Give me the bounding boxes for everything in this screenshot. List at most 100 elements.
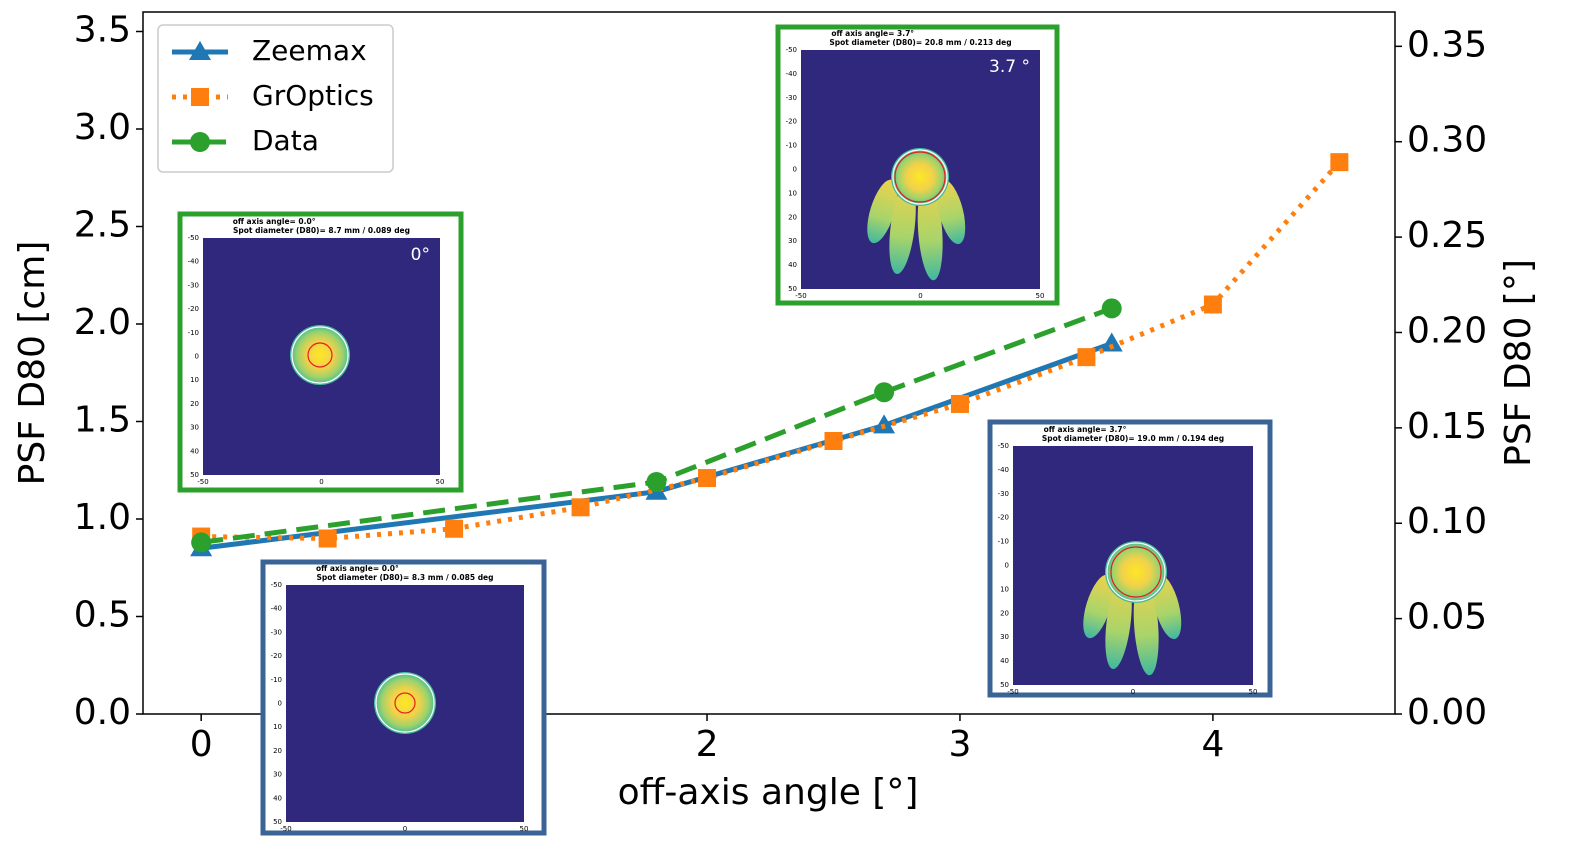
inset-y-tick-label: 50 <box>788 285 797 293</box>
inset-x-tick-label: -50 <box>197 478 208 486</box>
inset-y-tick-label: -20 <box>786 118 797 126</box>
marker <box>1204 296 1222 314</box>
inset-y-tick-label: -50 <box>998 442 1009 450</box>
inset-title: off axis angle= 0.0° <box>233 217 316 226</box>
inset-y-tick-label: -20 <box>271 652 282 660</box>
inset-y-tick-label: 10 <box>273 723 282 731</box>
inset-y-tick-label: 40 <box>788 261 797 269</box>
inset-y-tick-label: 40 <box>190 447 199 455</box>
inset-x-tick-label: 0 <box>1131 688 1135 696</box>
inset-title: off axis angle= 3.7° <box>831 29 914 38</box>
inset-y-tick-label: -10 <box>786 142 797 150</box>
y2-tick-label: 0.15 <box>1407 406 1487 447</box>
inset-y-tick-label: 50 <box>1000 681 1009 689</box>
marker <box>190 132 210 152</box>
y-tick-label: 3.5 <box>74 10 131 51</box>
x-axis-label: off-axis angle [°] <box>618 772 919 813</box>
inset-x-tick-label: 50 <box>1249 688 1258 696</box>
inset-subtitle: Spot diameter (D80)= 8.3 mm / 0.085 deg <box>316 573 493 582</box>
inset-y-tick-label: 20 <box>190 400 199 408</box>
inset-subtitle: Spot diameter (D80)= 20.8 mm / 0.213 deg <box>829 38 1011 47</box>
inset-y-tick-label: 20 <box>1000 609 1009 617</box>
inset-y-tick-label: 0 <box>278 700 282 708</box>
inset-y-tick-label: -30 <box>271 628 282 636</box>
y2-tick-label: 0.25 <box>1407 215 1487 256</box>
inset-label: 3.7 ° <box>989 57 1030 77</box>
inset-y-tick-label: -30 <box>786 94 797 102</box>
inset-x-tick-label: -50 <box>280 825 291 833</box>
inset-y-tick-label: 40 <box>273 794 282 802</box>
marker <box>572 498 590 516</box>
inset-x-tick-label: 0 <box>918 292 922 300</box>
inset-x-tick-label: 0 <box>403 825 407 833</box>
inset-subtitle: Spot diameter (D80)= 19.0 mm / 0.194 deg <box>1042 434 1224 443</box>
inset-x-tick-label: 50 <box>436 478 445 486</box>
inset-y-tick-label: 10 <box>1000 585 1009 593</box>
inset-y-tick-label: 20 <box>788 213 797 221</box>
spot <box>891 148 949 206</box>
marker <box>1330 153 1348 171</box>
inset-y-tick-label: 50 <box>190 471 199 479</box>
y-tick-label: 3.0 <box>74 107 131 148</box>
inset-y-tick-label: 30 <box>273 771 282 779</box>
inset-y-tick-label: 0 <box>1005 562 1009 570</box>
inset-label: 0° <box>411 245 430 265</box>
y-tick-label: 0.5 <box>74 595 131 636</box>
inset: off axis angle= 0.0°Spot diameter (D80)=… <box>180 214 461 490</box>
inset-y-tick-label: -30 <box>188 281 199 289</box>
legend-label: Data <box>252 124 319 157</box>
marker <box>1102 298 1122 318</box>
marker <box>824 432 842 450</box>
inset-y-tick-label: -30 <box>998 490 1009 498</box>
y-tick-label: 2.5 <box>74 205 131 246</box>
y-tick-label: 1.0 <box>74 497 131 538</box>
inset-y-tick-label: -20 <box>998 514 1009 522</box>
y2-axis-label: PSF D80 [°] <box>1498 259 1539 467</box>
inset-y-tick-label: -50 <box>188 234 199 242</box>
marker <box>1077 348 1095 366</box>
inset-x-tick-label: 0 <box>319 478 323 486</box>
inset-y-tick-label: 30 <box>1000 633 1009 641</box>
marker <box>191 88 209 106</box>
inset-y-tick-label: 20 <box>273 747 282 755</box>
y-tick-label: 0.0 <box>74 692 131 733</box>
x-tick-label: 2 <box>696 724 719 765</box>
y2-tick-label: 0.30 <box>1407 120 1487 161</box>
y2-tick-label: 0.35 <box>1407 24 1487 65</box>
x-tick-label: 4 <box>1201 724 1224 765</box>
spot <box>374 672 436 734</box>
inset-y-tick-label: -50 <box>786 46 797 54</box>
inset-y-tick-label: 30 <box>788 237 797 245</box>
inset-y-tick-label: 50 <box>273 818 282 826</box>
x-tick-label: 3 <box>949 724 972 765</box>
marker <box>646 472 666 492</box>
y-tick-label: 2.0 <box>74 302 131 343</box>
inset-y-tick-label: -20 <box>188 305 199 313</box>
inset: off axis angle= 3.7°Spot diameter (D80)=… <box>778 27 1057 303</box>
inset-y-tick-label: 10 <box>190 376 199 384</box>
inset-y-tick-label: 10 <box>788 189 797 197</box>
inset-y-tick-label: -40 <box>998 466 1009 474</box>
inset-x-tick-label: 50 <box>520 825 529 833</box>
inset-y-tick-label: -40 <box>786 70 797 78</box>
marker <box>191 532 211 552</box>
inset-subtitle: Spot diameter (D80)= 8.7 mm / 0.089 deg <box>233 226 410 235</box>
inset-y-tick-label: -10 <box>998 538 1009 546</box>
chart: off-axis angle [°] PSF D80 [cm] PSF D80 … <box>0 0 1593 849</box>
inset-y-tick-label: -50 <box>271 581 282 589</box>
inset-y-tick-label: -10 <box>271 676 282 684</box>
inset-y-tick-label: 40 <box>1000 657 1009 665</box>
legend-label: Zeemax <box>252 34 367 67</box>
y-tick-label: 1.5 <box>74 400 131 441</box>
inset-x-tick-label: -50 <box>1007 688 1018 696</box>
inset-y-tick-label: 30 <box>190 424 199 432</box>
inset-x-tick-label: -50 <box>795 292 806 300</box>
y2-tick-label: 0.00 <box>1407 692 1487 733</box>
page: off-axis angle [°] PSF D80 [cm] PSF D80 … <box>0 0 1593 849</box>
x-tick-label: 0 <box>190 724 213 765</box>
inset-y-tick-label: -10 <box>188 329 199 337</box>
marker <box>698 469 716 487</box>
marker <box>874 382 894 402</box>
inset: off axis angle= 3.7°Spot diameter (D80)=… <box>990 422 1270 696</box>
inset-title: off axis angle= 0.0° <box>316 564 399 573</box>
